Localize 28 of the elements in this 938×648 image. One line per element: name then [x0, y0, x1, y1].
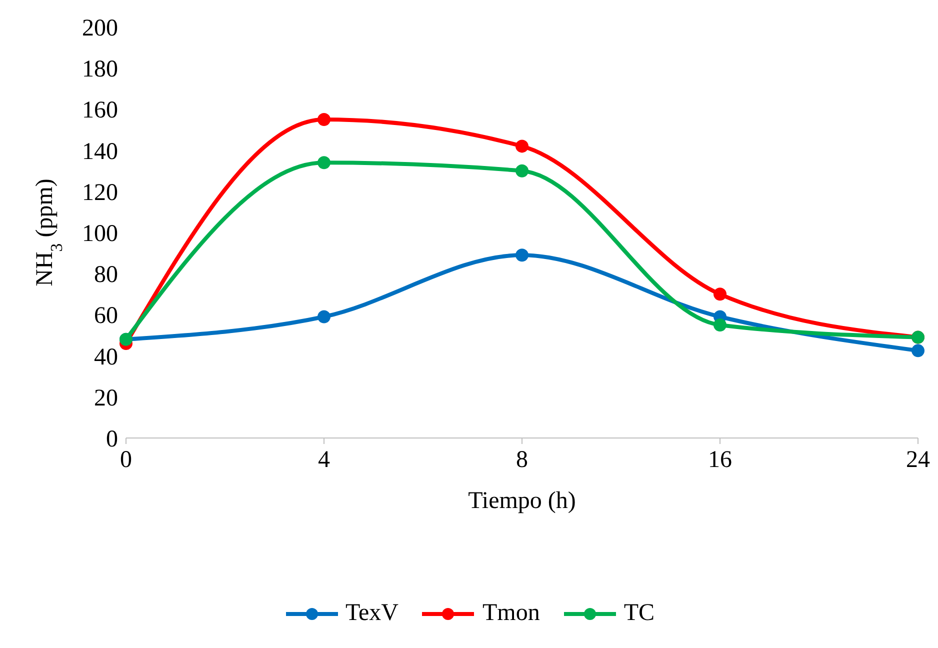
legend-label: TC: [624, 600, 654, 627]
y-tick-label: 180: [82, 56, 118, 83]
point: [318, 310, 330, 324]
x-axis-title: Tiempo (h): [468, 488, 576, 514]
point: [516, 140, 528, 153]
y-tick-label: 140: [82, 138, 118, 165]
point: [318, 156, 330, 170]
point: [318, 112, 330, 126]
legend-label: TexV: [346, 600, 398, 627]
y-tick-label: 20: [94, 385, 118, 412]
y-tick-label: 40: [94, 344, 118, 370]
y-tick-label: 160: [82, 98, 118, 124]
x-tick-label: 8: [516, 447, 528, 474]
legend-label: Tmon: [482, 600, 540, 627]
y-tick-label: 120: [82, 180, 118, 206]
x-tick-label: 24: [906, 447, 930, 474]
point: [912, 344, 924, 358]
point: [714, 288, 726, 301]
point: [516, 164, 528, 178]
y-tick-label: 0: [106, 426, 118, 453]
x-tick-label: 16: [708, 447, 732, 474]
y-tick-label: 80: [94, 262, 118, 288]
point: [516, 248, 528, 262]
x-tick-label: 4: [318, 447, 330, 474]
y-tick-label: 60: [94, 303, 118, 330]
point: [714, 318, 726, 332]
y-tick-label: 100: [82, 221, 118, 248]
y-tick-label: 200: [82, 16, 118, 42]
